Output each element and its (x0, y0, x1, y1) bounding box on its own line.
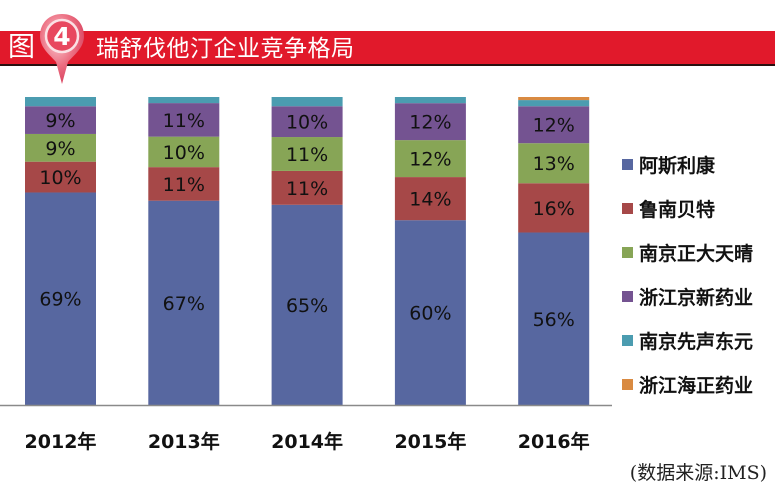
data-label: 16% (533, 198, 575, 220)
bar-segment-2013年-鲁南贝特 (148, 167, 220, 201)
x-tick-label: 2013年 (148, 430, 220, 453)
data-label: 11% (286, 144, 328, 166)
legend-label: 浙江海正药业 (639, 374, 754, 397)
data-label: 10% (39, 167, 81, 189)
legend: 阿斯利康鲁南贝特南京正大天晴 浙江京新药业 南京先声东元 浙江海正药业 (622, 142, 772, 406)
legend-item: 鲁南贝特 (622, 186, 772, 230)
legend-item: 南京先声东元 (622, 318, 772, 362)
bar-segment-2012年-南京先声东元 (25, 97, 96, 107)
bar-segment-2016年-鲁南贝特 (518, 183, 590, 233)
legend-swatch-icon (622, 378, 633, 390)
x-tick-label: 2015年 (394, 430, 466, 453)
bar-segment-2016年-南京先声东元 (518, 100, 590, 107)
legend-swatch-icon (622, 202, 633, 214)
bars-group: 69% 10% 9% 9% 67% 11% 10% 11% 65% 11% 11% 10% 60% 14%… (25, 97, 590, 405)
data-label: 12% (533, 115, 575, 137)
data-label: 67% (163, 293, 205, 315)
bar-segment-2014年-南京正大天晴 (271, 137, 343, 171)
legend-swatch-icon (622, 334, 633, 346)
bar-segment-2013年-阿斯利康 (148, 200, 220, 405)
data-label: 10% (163, 142, 205, 164)
bar-segment-2014年-浙江京新药业 (271, 106, 343, 138)
data-label: 11% (163, 174, 205, 196)
legend-item: 浙江京新药业 (622, 274, 772, 318)
legend-label: 鲁南贝特 (639, 198, 716, 221)
legend-label: 南京正大天晴 (639, 242, 754, 265)
x-tick-label: 2016年 (518, 430, 590, 453)
x-tick-label: 2014年 (271, 430, 343, 453)
bar-segment-2013年-浙江京新药业 (148, 103, 220, 137)
bar-segment-2014年-南京先声东元 (271, 97, 343, 107)
legend-item: 浙江海正药业 (622, 362, 772, 406)
legend-label: 阿斯利康 (639, 154, 716, 177)
data-label: 14% (409, 189, 451, 211)
bar-segment-2012年-浙江京新药业 (25, 106, 96, 134)
data-label: 65% (286, 295, 328, 317)
data-label: 11% (286, 178, 328, 200)
legend-item: 南京正大天晴 (622, 230, 772, 274)
x-tick-label: 2012年 (25, 430, 97, 453)
bar-segment-2015年-阿斯利康 (394, 220, 466, 405)
bar-segment-2012年-阿斯利康 (25, 192, 96, 405)
x-axis-labels: 2012年 2013年 2014年 2015年 2016年 (25, 430, 590, 453)
bar-segment-2013年-南京正大天晴 (148, 136, 220, 168)
legend-label: 南京先声东元 (639, 330, 754, 353)
figure-label: 图 (8, 32, 35, 63)
bar-segment-2015年-鲁南贝特 (394, 177, 466, 221)
bar-segment-2013年-南京先声东元 (148, 97, 220, 104)
bar-segment-2016年-阿斯利康 (518, 232, 590, 405)
bar-segment-2012年-南京正大天晴 (25, 133, 96, 162)
bar-segment-2012年-鲁南贝特 (25, 161, 96, 193)
legend-item: 阿斯利康 (622, 142, 772, 186)
bar-segment-2015年-南京正大天晴 (394, 140, 466, 178)
data-label: 69% (39, 289, 81, 311)
bar-segment-2016年-浙江海正药业 (518, 97, 590, 101)
bar-segment-2015年-南京先声东元 (394, 97, 466, 104)
figure-number: 4 (53, 22, 70, 51)
data-label: 10% (286, 112, 328, 134)
data-label: 13% (533, 153, 575, 175)
bar-segment-2016年-南京正大天晴 (518, 143, 590, 184)
bar-segment-2016年-浙江京新药业 (518, 106, 590, 144)
data-label: 12% (409, 149, 451, 171)
data-label: 9% (45, 110, 75, 132)
legend-label: 浙江京新药业 (639, 286, 754, 309)
data-label: 12% (409, 112, 451, 134)
bar-segment-2014年-鲁南贝特 (271, 170, 343, 205)
legend-swatch-icon (622, 290, 633, 302)
title-bar (0, 31, 775, 66)
data-label: 11% (163, 110, 205, 132)
data-label: 9% (45, 138, 75, 160)
bar-segment-2015年-浙江京新药业 (394, 103, 466, 141)
data-label: 56% (533, 309, 575, 331)
legend-swatch-icon (622, 158, 633, 170)
source-note: (数据来源:IMS) (629, 462, 767, 484)
figure-number-pin-icon: 4 (40, 14, 84, 84)
legend-swatch-icon (622, 246, 633, 258)
bar-segment-2014年-阿斯利康 (271, 204, 343, 405)
chart-title: 瑞舒伐他汀企业竞争格局 (96, 36, 355, 62)
data-label: 60% (409, 303, 451, 325)
